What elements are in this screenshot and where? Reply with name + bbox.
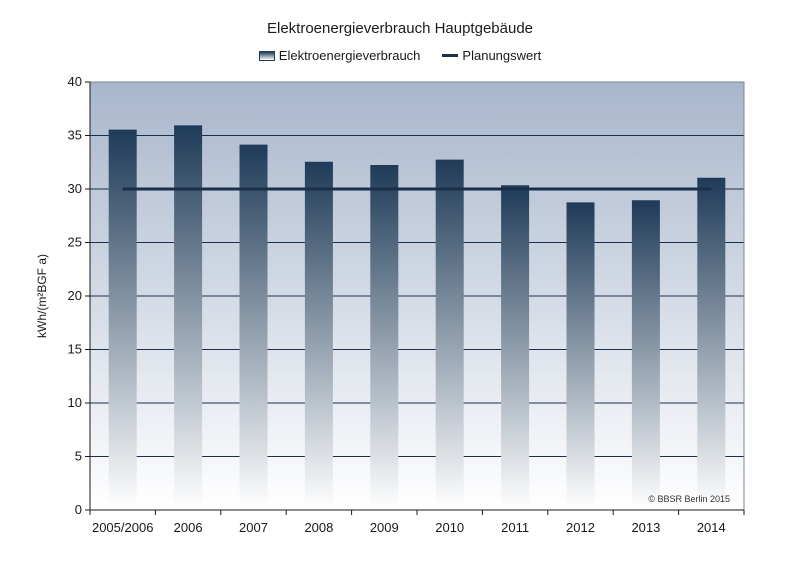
y-tick-label: 25 [68, 235, 82, 250]
axes [85, 81, 745, 515]
bars [108, 125, 726, 511]
x-tick-label: 2006 [174, 520, 203, 535]
y-tick-label: 5 [75, 449, 82, 464]
x-tick-label: 2005/2006 [92, 520, 153, 535]
y-tick-label: 10 [68, 395, 82, 410]
x-tick-label: 2013 [631, 520, 660, 535]
bar [370, 165, 399, 510]
x-tick-label: 2009 [370, 520, 399, 535]
legend: Elektroenergieverbrauch Planungswert [0, 48, 800, 63]
x-tick-label: 2011 [501, 520, 529, 535]
y-tick-label: 15 [68, 342, 82, 357]
copyright-annotation: © BBSR Berlin 2015 [648, 494, 730, 504]
bar [239, 145, 268, 510]
y-tick-label: 35 [68, 128, 82, 143]
chart-title: Elektroenergieverbrauch Hauptgebäude [266, 20, 533, 37]
legend-label-bars: Elektroenergieverbrauch [278, 48, 421, 63]
bar [174, 125, 203, 511]
x-tick-label: 2014 [697, 520, 726, 535]
bar [697, 178, 726, 511]
legend-item-line: Planungswert [442, 48, 541, 63]
y-tick-label: 20 [68, 288, 82, 303]
x-tick-label: 2007 [239, 520, 268, 535]
bar [304, 162, 333, 510]
legend-line-swatch [442, 54, 459, 57]
legend-item-bars: Elektroenergieverbrauch [258, 48, 421, 63]
bar [108, 130, 137, 510]
x-tick-label: 2010 [435, 520, 464, 535]
bar [631, 200, 660, 510]
x-tick-label: 2008 [304, 520, 333, 535]
y-tick-label: 40 [68, 74, 82, 89]
legend-bar-swatch [258, 50, 275, 61]
y-tick-label: 0 [75, 502, 82, 517]
bar [435, 160, 464, 511]
x-tick-label: 2012 [566, 520, 595, 535]
bar [566, 202, 595, 510]
y-tick-label: 30 [68, 181, 82, 196]
bar [501, 185, 530, 511]
legend-label-line: Planungswert [462, 48, 542, 63]
y-tick-labels: 0 5 10 15 20 25 30 35 40 [68, 74, 82, 517]
x-tick-labels: 2005/2006 2006 2007 2008 2009 2010 2011 2012 201… [92, 520, 726, 535]
y-axis-label: kWh/(m²BGF a) [35, 254, 49, 338]
